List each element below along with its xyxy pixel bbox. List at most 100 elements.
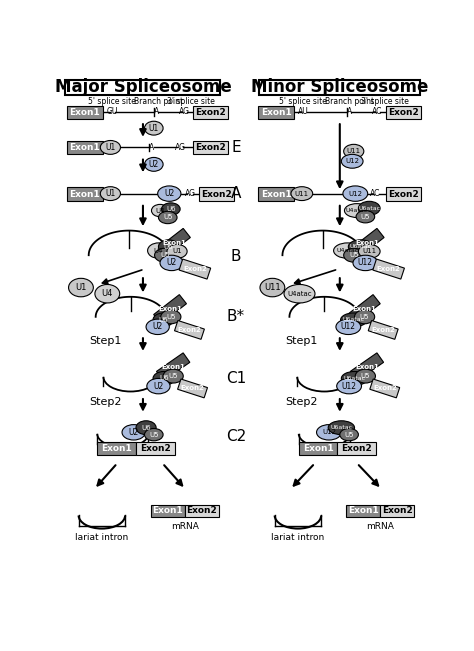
Text: Step1: Step1	[285, 337, 317, 346]
Text: Branch point: Branch point	[134, 97, 183, 105]
Ellipse shape	[167, 244, 187, 258]
Text: Exon1: Exon1	[152, 506, 183, 516]
Ellipse shape	[100, 187, 120, 201]
Ellipse shape	[158, 240, 179, 254]
Text: Exon1: Exon1	[161, 364, 185, 370]
Bar	[65, 79, 220, 95]
Text: U12: U12	[342, 381, 356, 391]
Text: U5: U5	[149, 432, 158, 437]
Text: A: A	[231, 186, 241, 201]
Ellipse shape	[337, 378, 362, 394]
Ellipse shape	[345, 204, 369, 217]
Text: Exon2: Exon2	[382, 506, 412, 516]
Bar	[199, 187, 235, 201]
Text: U2: U2	[128, 428, 139, 437]
Bar	[174, 320, 204, 339]
Text: GU: GU	[106, 107, 118, 117]
Bar	[192, 141, 228, 154]
Ellipse shape	[146, 319, 169, 335]
Text: AG: AG	[179, 107, 190, 117]
Text: U5: U5	[168, 373, 178, 379]
Ellipse shape	[348, 240, 373, 254]
Ellipse shape	[328, 421, 355, 435]
Text: U1: U1	[172, 249, 182, 255]
Text: U1: U1	[105, 143, 116, 152]
Text: U12: U12	[348, 191, 362, 197]
Ellipse shape	[344, 248, 364, 262]
Text: U4atac: U4atac	[287, 291, 312, 297]
Text: U5: U5	[360, 314, 369, 320]
Text: A: A	[149, 143, 154, 152]
Ellipse shape	[341, 313, 367, 327]
Bar	[97, 442, 136, 454]
Bar	[346, 505, 380, 517]
Text: Exon2: Exon2	[195, 143, 226, 152]
Bar	[179, 259, 210, 279]
Text: B: B	[231, 249, 241, 264]
Text: Exon2: Exon2	[373, 385, 397, 391]
Bar	[185, 505, 219, 517]
Bar	[299, 442, 337, 454]
Text: U6: U6	[158, 317, 168, 323]
Ellipse shape	[353, 255, 378, 271]
Text: U4atac: U4atac	[337, 248, 359, 253]
Text: A: A	[346, 107, 352, 117]
Text: Exon2: Exon2	[341, 444, 372, 453]
Text: A: A	[154, 107, 159, 117]
Text: 5' splice site: 5' splice site	[280, 97, 328, 105]
Text: AC: AC	[372, 107, 382, 117]
Text: Exon2: Exon2	[388, 189, 419, 199]
Text: Exon2: Exon2	[181, 385, 204, 391]
Ellipse shape	[343, 186, 368, 201]
Text: U6atac: U6atac	[358, 206, 380, 211]
Ellipse shape	[145, 121, 163, 135]
Text: Step1: Step1	[90, 337, 122, 346]
Text: Exon1: Exon1	[70, 143, 100, 152]
Ellipse shape	[162, 203, 180, 215]
Text: U6: U6	[164, 243, 173, 250]
Text: U5: U5	[361, 373, 370, 379]
Ellipse shape	[341, 372, 368, 385]
Text: Exon2: Exon2	[388, 108, 419, 117]
Text: U11: U11	[264, 283, 281, 292]
Ellipse shape	[122, 424, 145, 440]
Text: U6atac: U6atac	[344, 376, 365, 381]
Bar	[370, 379, 400, 398]
Ellipse shape	[100, 141, 120, 154]
Bar	[259, 79, 420, 95]
Ellipse shape	[69, 279, 93, 297]
Bar	[380, 505, 414, 517]
Text: U4: U4	[101, 289, 113, 298]
Text: Exon1: Exon1	[261, 189, 292, 199]
Ellipse shape	[341, 154, 363, 168]
Text: U6atac: U6atac	[330, 425, 352, 430]
Ellipse shape	[158, 186, 181, 201]
Bar	[258, 106, 294, 119]
Text: Exon2: Exon2	[183, 266, 207, 272]
Text: U12: U12	[345, 158, 359, 164]
Ellipse shape	[356, 369, 375, 383]
Bar	[385, 187, 421, 201]
Text: E: E	[231, 140, 241, 155]
Text: U2: U2	[149, 160, 159, 169]
Text: U2: U2	[164, 189, 174, 198]
Text: Step2: Step2	[90, 396, 122, 406]
Text: U1: U1	[75, 283, 87, 292]
Text: U12: U12	[322, 429, 336, 436]
Text: U2: U2	[166, 258, 177, 268]
Text: U2: U2	[153, 381, 164, 391]
Text: Minor Spliceosome: Minor Spliceosome	[251, 78, 428, 96]
Ellipse shape	[95, 284, 120, 303]
Text: Exon2: Exon2	[201, 189, 232, 199]
Bar	[373, 259, 404, 279]
Ellipse shape	[155, 248, 175, 262]
Ellipse shape	[161, 310, 181, 324]
Text: Exon2: Exon2	[178, 327, 201, 333]
Text: Exon1: Exon1	[356, 240, 380, 246]
Ellipse shape	[356, 210, 374, 223]
Text: Exon1: Exon1	[101, 444, 132, 453]
Ellipse shape	[355, 310, 374, 324]
Bar	[368, 320, 398, 339]
Text: AC: AC	[370, 189, 381, 198]
Ellipse shape	[160, 255, 183, 271]
